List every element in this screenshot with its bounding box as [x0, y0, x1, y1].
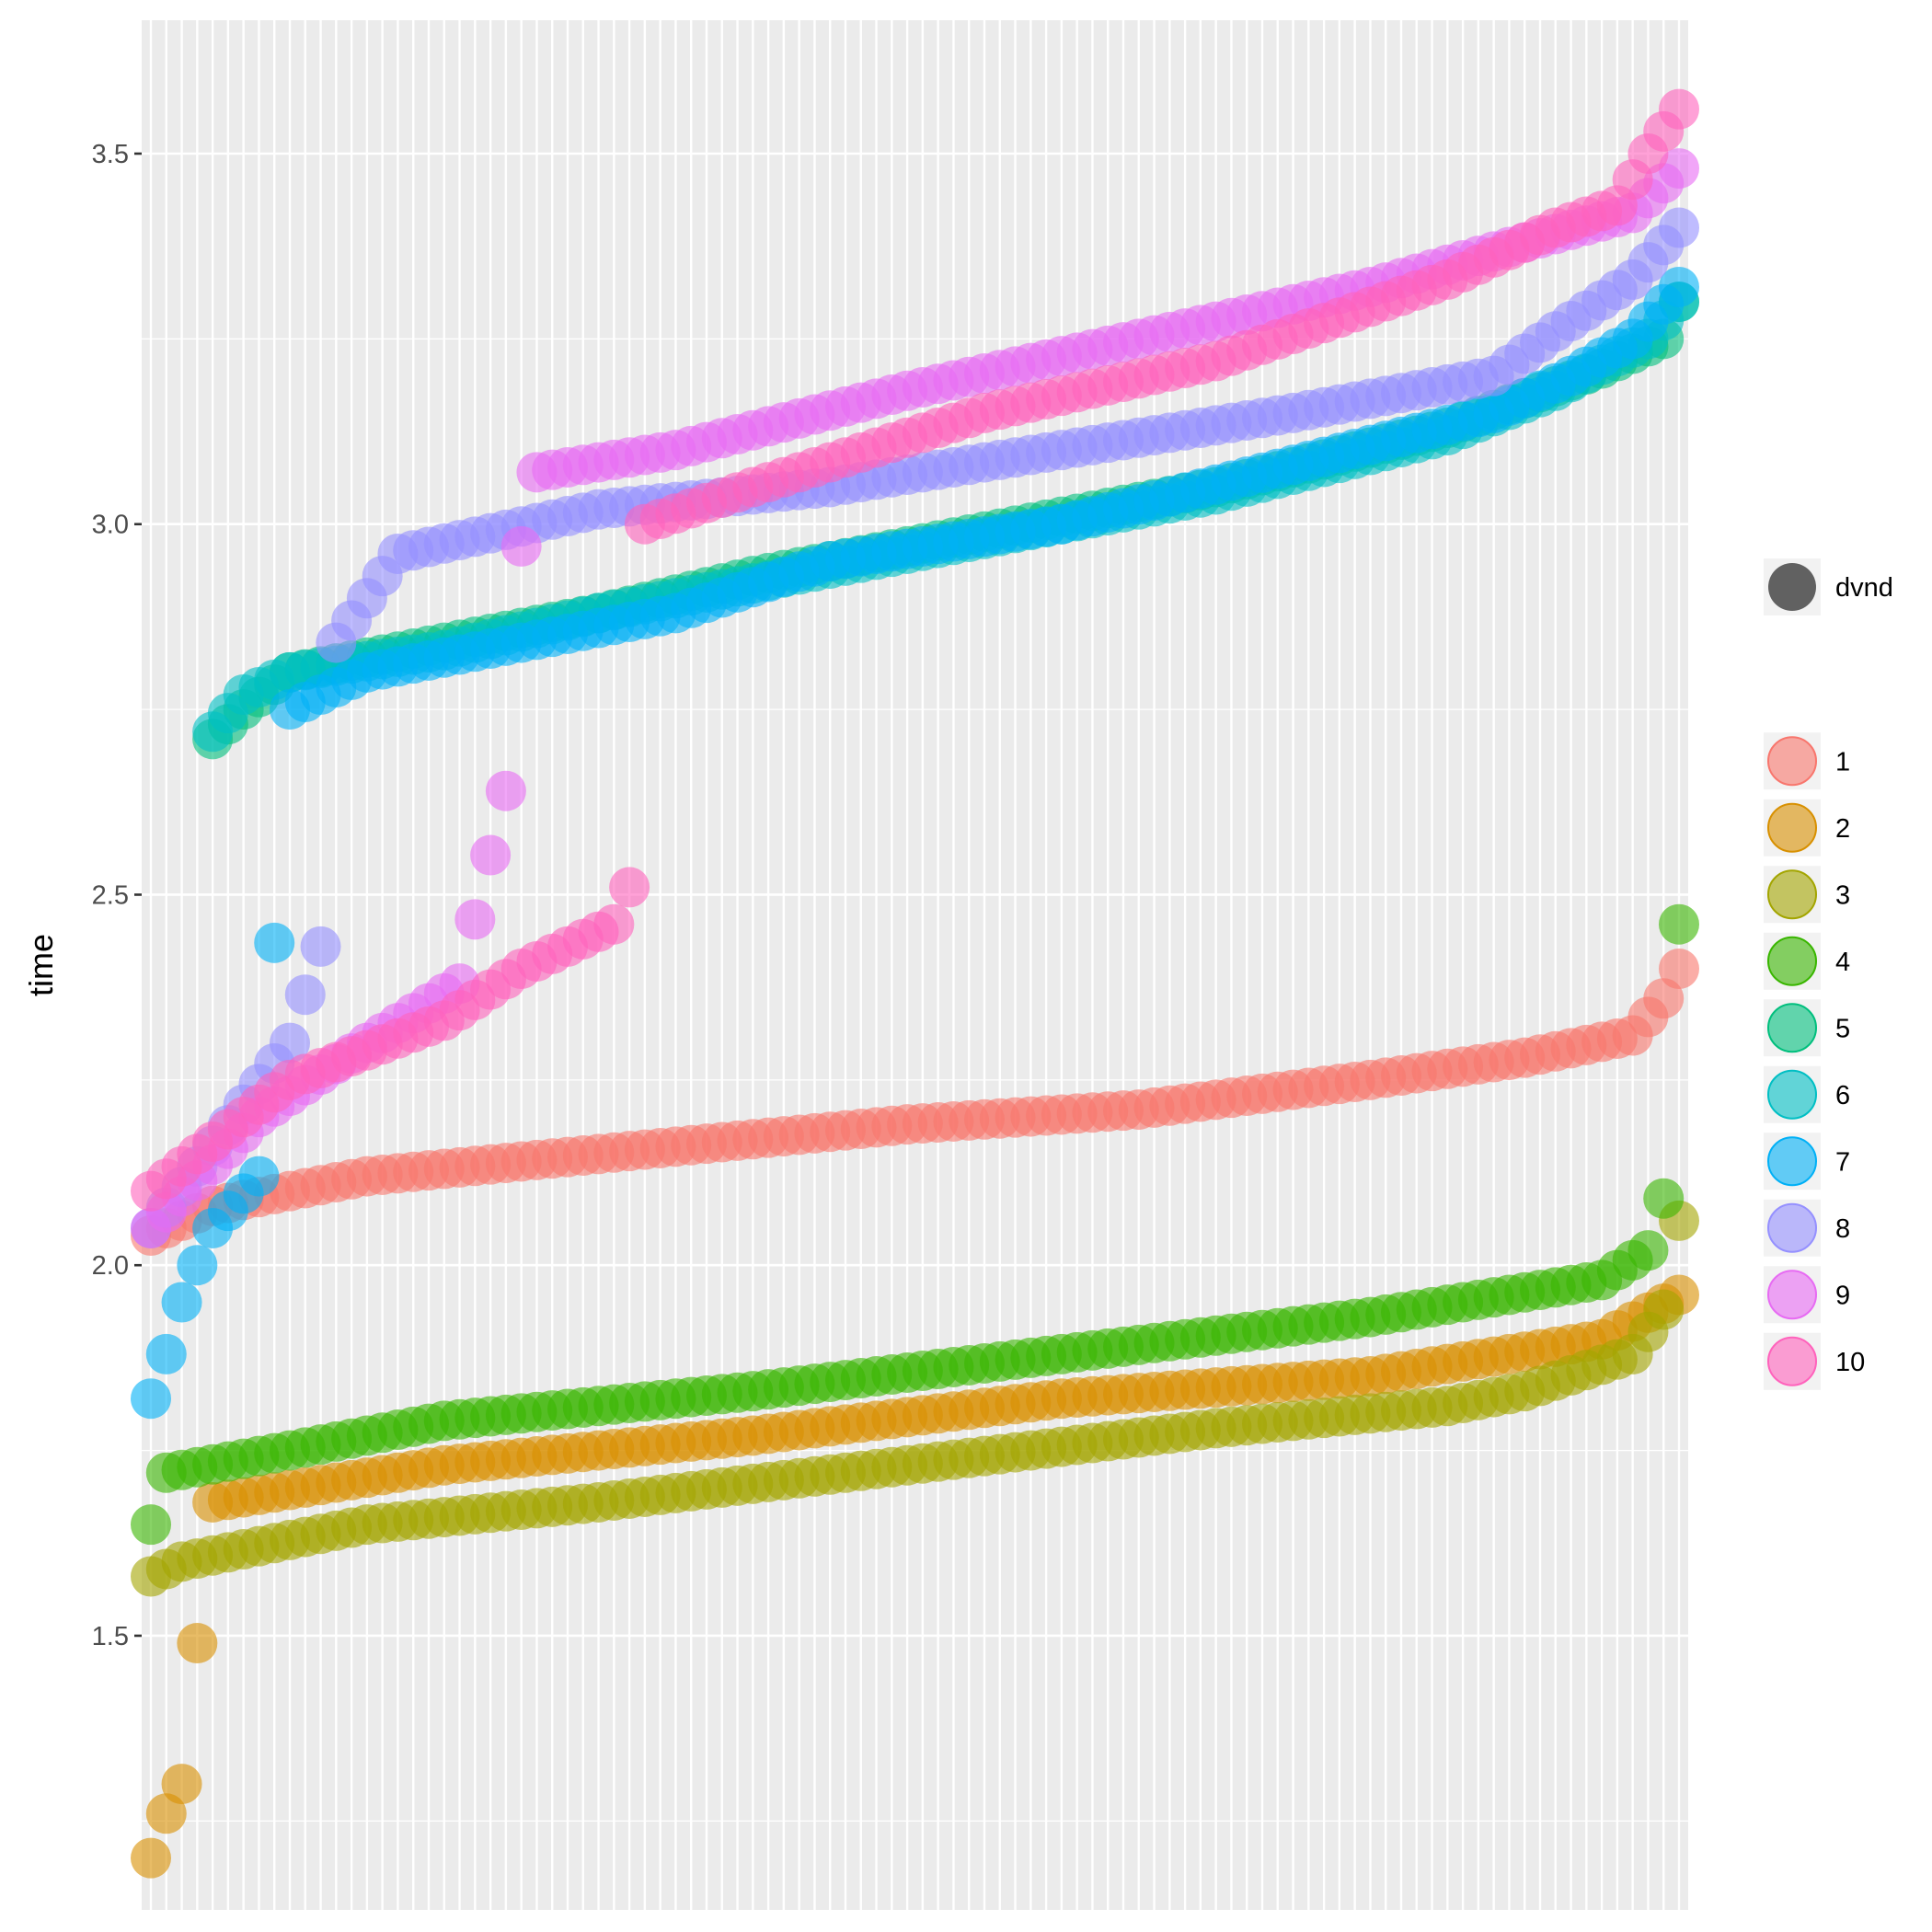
y-axis: 1.5 2.0 2.5 3.0 3.5 — [92, 140, 142, 1651]
legend-key-4 — [1767, 936, 1817, 986]
legend-label-3: 3 — [1835, 880, 1850, 910]
legend: dvnd 1 2 3 4 5 6 7 8 9 10 — [1764, 558, 1893, 1390]
legend-size-key — [1768, 563, 1816, 611]
data-point-series-8 — [1659, 207, 1699, 248]
plot-background — [142, 20, 1688, 1910]
legend-size-label: dvnd — [1835, 573, 1893, 603]
data-point-series-9 — [454, 899, 496, 940]
data-point-series-7 — [1659, 266, 1699, 307]
data-point-series-7 — [238, 1156, 280, 1197]
y-axis-title: time — [22, 934, 60, 996]
data-point-series-8 — [300, 926, 341, 967]
data-point-series-9 — [485, 770, 526, 811]
y-tick-label: 3.5 — [92, 140, 129, 169]
data-point-series-4 — [1643, 1178, 1685, 1219]
legend-label-2: 2 — [1835, 814, 1850, 844]
data-point-series-4 — [131, 1504, 171, 1546]
data-point-series-4 — [1659, 903, 1699, 945]
data-point-series-7 — [145, 1333, 187, 1374]
data-point-series-8 — [284, 974, 326, 1016]
data-points — [131, 88, 1699, 1879]
data-point-series-7 — [177, 1245, 218, 1286]
data-point-series-8 — [270, 1022, 310, 1064]
y-tick-label: 2.0 — [92, 1251, 129, 1281]
data-point-series-9 — [500, 525, 542, 567]
legend-key-2 — [1767, 802, 1817, 853]
data-point-series-2 — [161, 1764, 202, 1805]
data-point-series-7 — [161, 1282, 202, 1323]
legend-key-1 — [1767, 736, 1817, 787]
data-point-series-9 — [1659, 148, 1699, 190]
data-point-series-2 — [177, 1623, 218, 1664]
data-point-series-7 — [131, 1378, 171, 1420]
legend-label-5: 5 — [1835, 1014, 1850, 1043]
legend-label-6: 6 — [1835, 1081, 1850, 1110]
legend-label-1: 1 — [1835, 747, 1850, 776]
legend-key-10 — [1767, 1336, 1817, 1386]
legend-label-4: 4 — [1835, 948, 1850, 977]
data-point-series-10 — [1659, 88, 1699, 130]
data-point-series-9 — [470, 834, 512, 876]
legend-label-9: 9 — [1835, 1281, 1850, 1310]
legend-label-10: 10 — [1835, 1348, 1865, 1377]
y-tick-label: 1.5 — [92, 1622, 129, 1651]
data-point-series-4 — [1627, 1230, 1669, 1271]
data-point-series-2 — [131, 1837, 171, 1879]
legend-label-8: 8 — [1835, 1214, 1850, 1244]
data-point-series-7 — [254, 922, 295, 963]
data-point-series-10 — [609, 867, 650, 908]
y-tick-label: 2.5 — [92, 880, 129, 910]
legend-key-8 — [1767, 1202, 1817, 1253]
data-point-series-3 — [1643, 1289, 1685, 1330]
legend-key-5 — [1767, 1003, 1817, 1053]
legend-label-7: 7 — [1835, 1147, 1850, 1177]
legend-key-6 — [1767, 1069, 1817, 1120]
legend-key-9 — [1767, 1270, 1817, 1320]
legend-key-3 — [1767, 869, 1817, 920]
data-point-series-10 — [593, 903, 635, 945]
y-tick-label: 3.0 — [92, 511, 129, 540]
legend-key-7 — [1767, 1136, 1817, 1187]
data-point-series-1 — [1659, 949, 1699, 990]
